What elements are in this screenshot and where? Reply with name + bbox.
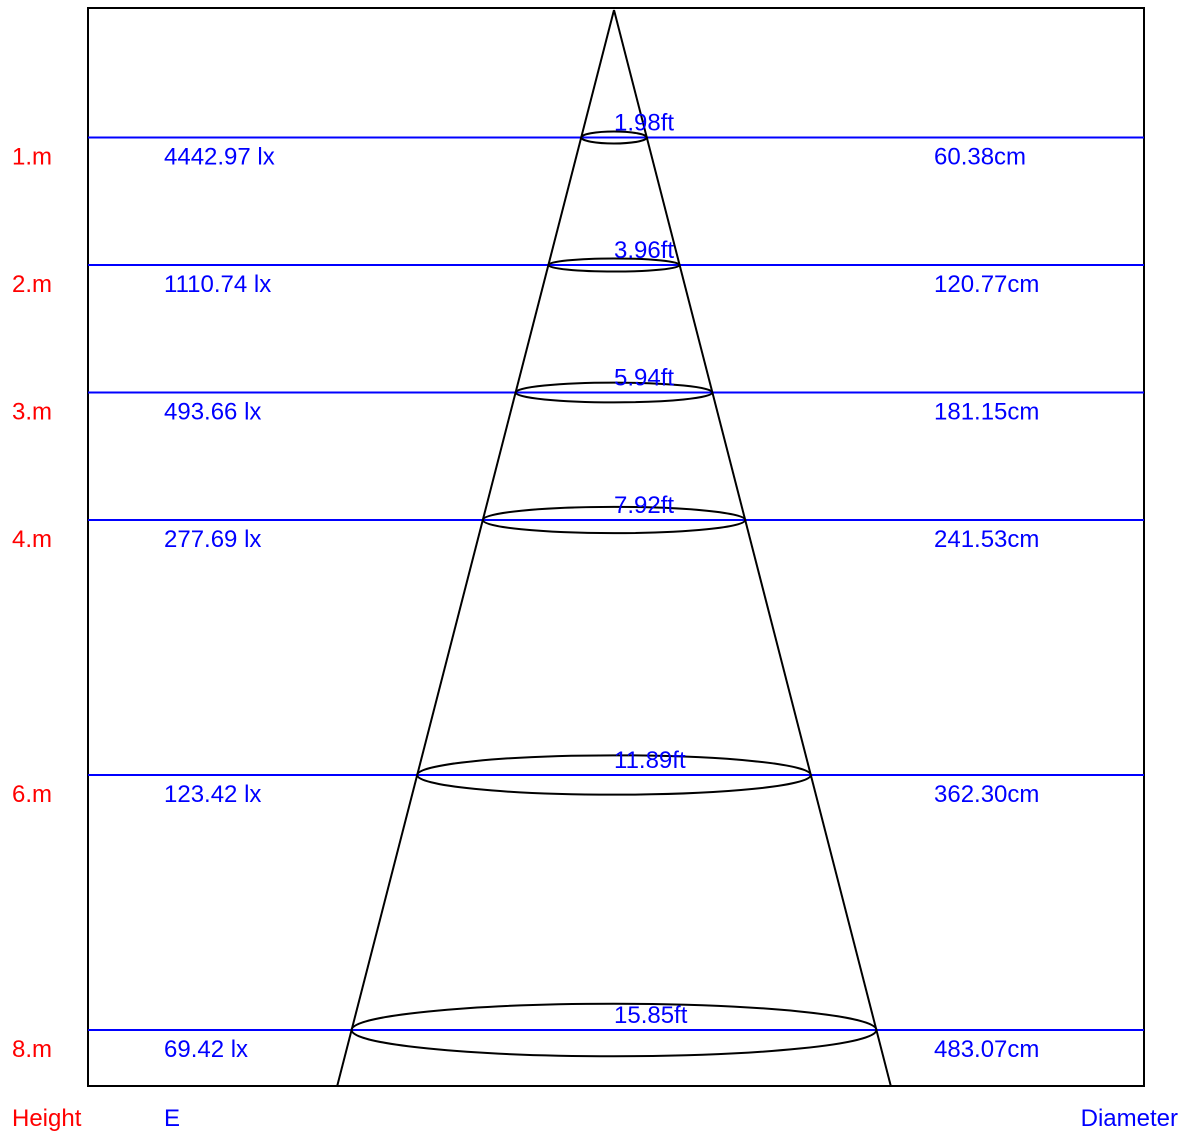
height-label: 8.m [12, 1036, 52, 1063]
diameter-cm-value: 362.30cm [934, 781, 1039, 808]
height-label: 2.m [12, 271, 52, 298]
diameter-ft-value: 15.85ft [614, 1002, 688, 1029]
height-label: 1.m [12, 144, 52, 171]
diameter-ft-value: 5.94ft [614, 365, 674, 392]
diameter-cm-value: 181.15cm [934, 399, 1039, 426]
diameter-cm-value: 120.77cm [934, 271, 1039, 298]
illuminance-value: 1110.74 lx [164, 271, 271, 298]
height-column-label: Height [12, 1105, 82, 1132]
cone-left-edge [336, 9, 615, 1087]
levels-layer [88, 136, 1144, 1031]
height-label: 4.m [12, 526, 52, 553]
diameter-cm-value: 483.07cm [934, 1036, 1039, 1063]
height-label: 6.m [12, 781, 52, 808]
diameter-ft-value: 7.92ft [614, 492, 674, 519]
illuminance-value: 123.42 lx [164, 781, 261, 808]
diameter-cm-value: 60.38cm [934, 144, 1026, 171]
illuminance-value: 4442.97 lx [164, 144, 275, 171]
diameter-ft-value: 3.96ft [614, 237, 674, 264]
illuminance-column-label: E [164, 1105, 180, 1132]
diameter-column-label: Diameter [1081, 1105, 1178, 1132]
diameter-cm-value: 241.53cm [934, 526, 1039, 553]
diameter-ft-value: 1.98ft [614, 110, 674, 137]
diagram-frame [87, 7, 1145, 1087]
labels-layer: 1.m 4442.97 lx 60.38cm 1.98ft 2.m 1110.74 lx 1… [12, 110, 1039, 1064]
illuminance-value: 277.69 lx [164, 526, 261, 553]
illuminance-value: 493.66 lx [164, 399, 261, 426]
illuminance-value: 69.42 lx [164, 1036, 248, 1063]
beam-cone [336, 9, 892, 1087]
diameter-ft-value: 11.89ft [614, 747, 686, 774]
height-label: 3.m [12, 399, 52, 426]
cone-right-edge [613, 9, 892, 1087]
